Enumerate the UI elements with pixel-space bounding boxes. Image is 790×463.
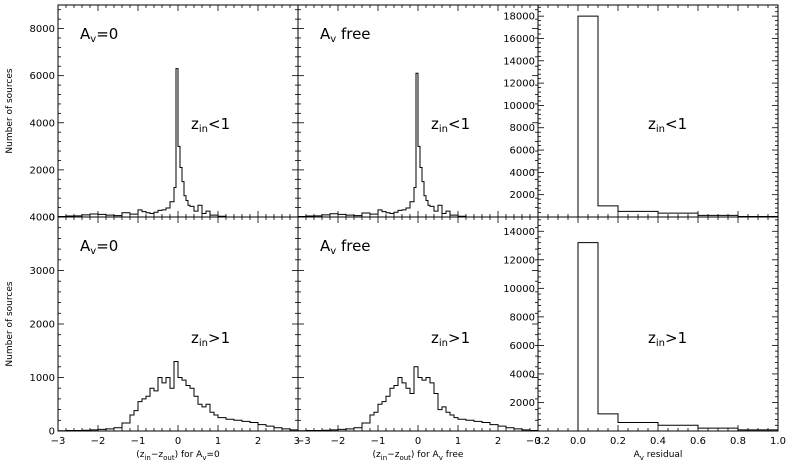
x-tick-label: −1 bbox=[131, 436, 146, 447]
y-axis-label: Number of sources bbox=[5, 281, 15, 366]
x-axis-label: (zin−zout) for Av=0 bbox=[136, 450, 220, 462]
x-tick-label: 0.6 bbox=[690, 436, 706, 447]
y-tick-label: 8000 bbox=[510, 312, 535, 323]
y-tick-label: 6000 bbox=[30, 71, 55, 82]
y-tick-label: 8000 bbox=[510, 123, 535, 134]
histogram-series bbox=[577, 15, 779, 217]
panel-p11: −3 −2 −1 0 1 2 3 Av free zin>1 (zin−zout) for Av … bbox=[296, 216, 541, 462]
redshift-condition: zin<1 bbox=[191, 115, 230, 135]
x-tick-label: 0.2 bbox=[610, 436, 626, 447]
y-tick-label: 4000 bbox=[30, 118, 55, 129]
y-tick-label: 1000 bbox=[30, 373, 55, 384]
x-tick-label: −3 bbox=[296, 436, 311, 447]
panel-frame bbox=[537, 4, 779, 218]
x-tick-label: 0.8 bbox=[730, 436, 746, 447]
y-tick-label: 10000 bbox=[503, 284, 535, 295]
y-tick-label: 6000 bbox=[510, 146, 535, 157]
redshift-condition: zin>1 bbox=[191, 329, 230, 349]
redshift-condition: zin>1 bbox=[431, 329, 470, 349]
x-axis-label: (zin−zout) for Av free bbox=[373, 450, 464, 462]
x-tick-label: −0.2 bbox=[526, 436, 550, 447]
x-axis-label: Av residual bbox=[634, 450, 683, 462]
y-tick-label: 6000 bbox=[510, 341, 535, 352]
x-tick-label: 0.4 bbox=[650, 436, 666, 447]
x-tick-label: −2 bbox=[91, 436, 106, 447]
y-tick-label: 12000 bbox=[503, 79, 535, 90]
y-tick-label: 2000 bbox=[510, 190, 535, 201]
x-tick-label: 1.0 bbox=[770, 436, 786, 447]
histogram-series bbox=[297, 72, 467, 218]
panel-p02: 2000 4000 6000 8000 10000 12000 14000 16000 1800… bbox=[503, 4, 779, 218]
histogram-series bbox=[57, 68, 227, 218]
histogram-series bbox=[297, 366, 539, 432]
x-tick-label: −3 bbox=[51, 436, 66, 447]
x-tick-label: 2 bbox=[255, 436, 261, 447]
y-tick-label: 4000 bbox=[510, 369, 535, 380]
y-tick-label: 4000 bbox=[510, 168, 535, 179]
y-tick-label: 2000 bbox=[510, 398, 535, 409]
histogram-series bbox=[57, 360, 299, 432]
y-tick-label: 10000 bbox=[503, 101, 535, 112]
panel-annotation: Av=0 bbox=[80, 237, 118, 257]
y-tick-label: 16000 bbox=[503, 34, 535, 45]
y-tick-label: 3000 bbox=[30, 266, 55, 277]
x-tick-label: 3 bbox=[535, 436, 541, 447]
redshift-condition: zin>1 bbox=[648, 329, 687, 349]
y-tick-label: 2000 bbox=[30, 320, 55, 331]
redshift-condition: zin<1 bbox=[431, 115, 470, 135]
y-tick-label: 0 bbox=[49, 213, 55, 224]
y-tick-label: 12000 bbox=[503, 255, 535, 266]
x-tick-label: 0 bbox=[175, 436, 181, 447]
x-tick-label: 3 bbox=[294, 436, 300, 447]
y-tick-label: 0 bbox=[49, 427, 55, 438]
x-tick-label: −2 bbox=[331, 436, 346, 447]
y-tick-label: 2000 bbox=[30, 165, 55, 176]
y-tick-label: 14000 bbox=[503, 227, 535, 238]
x-tick-label: 0 bbox=[415, 436, 421, 447]
x-tick-label: 2 bbox=[495, 436, 501, 447]
panel-p10: 0 1000 2000 3000 4000 −3 −2 −1 0 1 2 3 Av=0 zin>1 Numb… bbox=[5, 213, 300, 463]
x-tick-label: 1 bbox=[215, 436, 221, 447]
x-tick-label: 0.0 bbox=[570, 436, 586, 447]
x-tick-label: −1 bbox=[371, 436, 386, 447]
panel-p01: Av free zin<1 bbox=[297, 4, 539, 218]
y-tick-label: 4000 bbox=[30, 213, 55, 224]
panel-annotation: Av free bbox=[320, 237, 371, 257]
panel-annotation: Av=0 bbox=[80, 25, 118, 45]
panel-p12: 2000 4000 6000 8000 10000 12000 14000 −0.2 0.0 0.… bbox=[503, 216, 786, 462]
panel-p00: 0 2000 4000 6000 8000 Av=0 zin<1 Number of sour… bbox=[5, 4, 299, 224]
y-axis-label: Number of sources bbox=[5, 68, 15, 153]
y-tick-label: 8000 bbox=[30, 24, 55, 35]
y-tick-label: 14000 bbox=[503, 56, 535, 67]
y-tick-label: 18000 bbox=[503, 12, 535, 23]
redshift-condition: zin<1 bbox=[648, 115, 687, 135]
panel-frame bbox=[537, 216, 779, 432]
x-tick-label: 1 bbox=[455, 436, 461, 447]
histogram-series bbox=[577, 242, 779, 431]
panel-annotation: Av free bbox=[320, 25, 371, 45]
